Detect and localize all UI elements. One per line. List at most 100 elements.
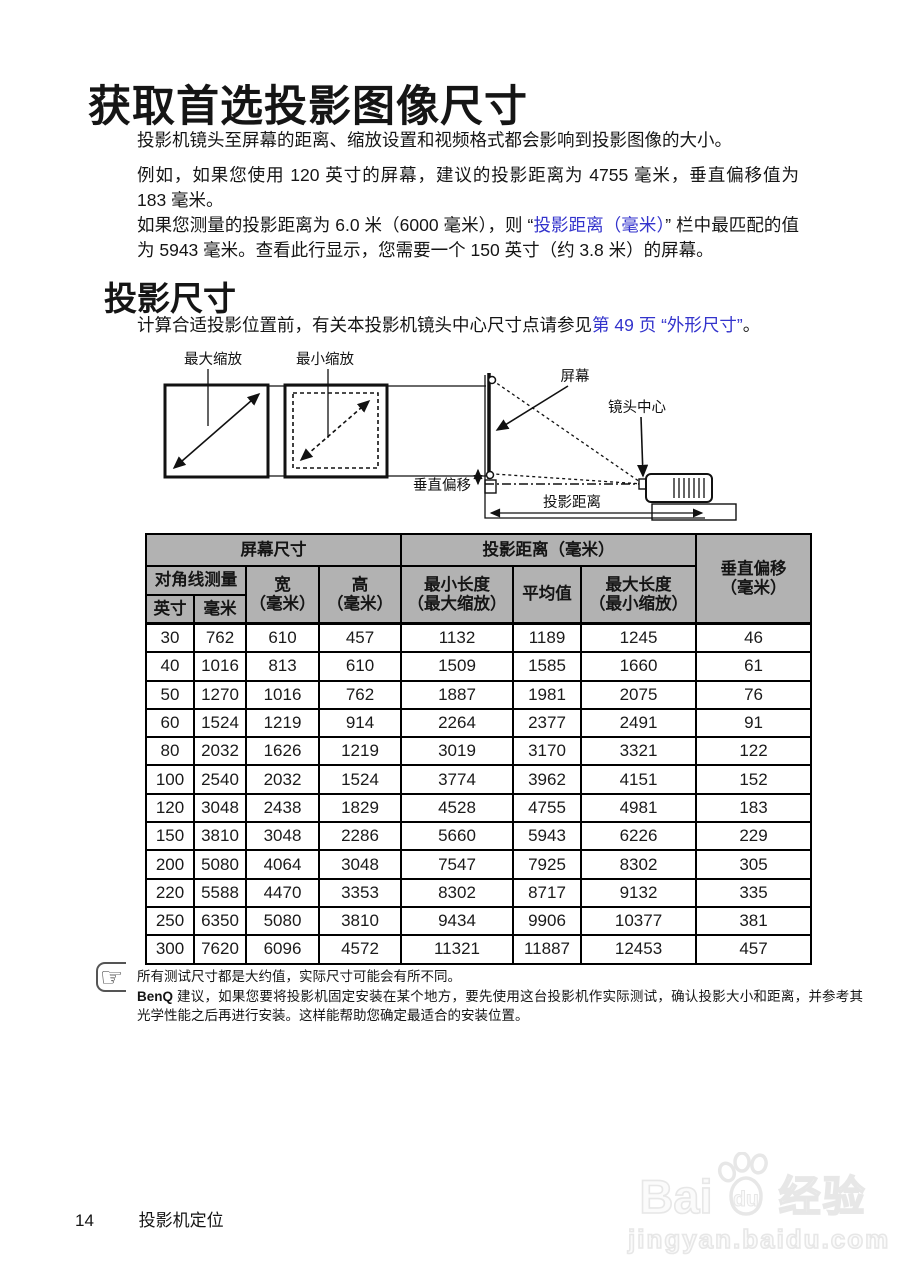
header-inch: 英寸 [145, 594, 195, 625]
min-zoom-diagonal-arrow [299, 399, 371, 462]
lens-center-label: 镜头中心 [608, 398, 666, 416]
screen-label: 屏幕 [561, 368, 590, 385]
table-cell: 229 [695, 821, 813, 852]
table-cell: 8302 [400, 877, 514, 908]
projector-pedestal [651, 503, 737, 521]
table-cell: 3019 [400, 736, 514, 767]
intro-paragraph: 投影机镜头至屏幕的距离、缩放设置和视频格式都会影响到投影图像的大小。 [137, 128, 799, 153]
table-cell: 4470 [245, 877, 320, 908]
table-cell: 2377 [512, 707, 582, 739]
table-cell: 1524 [193, 707, 247, 739]
header-diagonal: 对角线测量 [145, 565, 247, 596]
table-cell: 457 [318, 622, 402, 654]
min-zoom-label: 最小缩放 [296, 351, 354, 368]
table-cell: 1270 [193, 679, 247, 710]
table-cell: 60 [145, 707, 195, 739]
table-row: 80 2032 1626 1219 3019 3170 3321 122 [145, 736, 813, 767]
section-intro-after: 。 [742, 315, 761, 335]
header-average: 平均值 [512, 565, 582, 625]
page-number: 14 [75, 1211, 94, 1230]
table-cell: 1219 [245, 707, 320, 739]
table-cell: 40 [145, 651, 195, 682]
projector-drawing [638, 473, 737, 521]
section-intro-before: 计算合适投影位置前，有关本投影机镜头中心尺寸点请参见 [137, 315, 592, 335]
table-cell: 6096 [245, 934, 320, 965]
table-cell: 9906 [512, 905, 582, 937]
watermark-jingyan-text: 经验 [778, 1173, 867, 1221]
table-cell: 1585 [512, 651, 582, 682]
table-cell: 150 [145, 821, 195, 852]
table-cell: 2540 [193, 764, 247, 795]
table-cell: 1016 [193, 651, 247, 682]
max-zoom-screen-rect [163, 383, 270, 479]
table-row: 40 1016 813 610 1509 1585 1660 61 [145, 651, 813, 682]
table-cell: 11887 [512, 934, 582, 965]
min-zoom-outer-rect [283, 383, 389, 479]
table-cell: 8302 [579, 849, 698, 880]
table-cell: 3170 [512, 736, 582, 767]
table-cell: 2075 [579, 679, 698, 710]
table-cell: 2264 [400, 707, 514, 739]
max-zoom-label: 最大缩放 [184, 351, 242, 368]
screen-top-point [487, 375, 497, 385]
table-cell: 1660 [579, 651, 698, 682]
screen-bottom-point [485, 470, 495, 480]
table-cell: 2032 [245, 764, 320, 795]
table-cell: 4151 [579, 764, 698, 795]
table-cell: 3810 [193, 821, 247, 852]
note-pointing-hand-icon: ☞ [96, 962, 127, 992]
projection-distance-label: 投影距离 [543, 494, 601, 511]
table-cell: 3048 [245, 821, 320, 852]
table-cell: 1829 [318, 792, 402, 824]
table-cell: 61 [695, 651, 813, 682]
watermark-bai-text: Bai [639, 1170, 714, 1223]
table-row: 50 1270 1016 762 1887 1981 2075 76 [145, 679, 813, 710]
baidu-paw-icon: du [717, 1152, 768, 1216]
table-cell: 4064 [245, 849, 320, 880]
note-line1: 所有测试尺寸都是大约值，实际尺寸可能会有所不同。 [137, 969, 461, 984]
page-footer: 14 投影机定位 [75, 1206, 224, 1231]
header-projection-distance: 投影距离（毫米） [399, 533, 698, 567]
baidu-jingyan-watermark: Bai du 经验 jingyan.baidu.com [627, 1152, 891, 1255]
max-zoom-diagonal-arrow [172, 392, 261, 470]
table-cell: 100 [145, 764, 195, 795]
table-cell: 610 [318, 651, 402, 682]
table-cell: 7925 [512, 849, 582, 880]
table-cell: 914 [318, 707, 402, 739]
table-cell: 1887 [400, 679, 514, 710]
table-cell: 3321 [579, 736, 698, 767]
table-header: 屏幕尺寸 投影距离（毫米） 垂直偏移 （毫米） 对角线测量 宽（毫米） 高（毫米）… [145, 533, 813, 625]
table-cell: 200 [145, 849, 195, 880]
watermark-url: jingyan.baidu.com [627, 1223, 891, 1255]
header-vertical-offset: 垂直偏移 （毫米） [695, 533, 813, 625]
table-cell: 762 [318, 679, 402, 710]
measure-text-before: 如果您测量的投影距离为 6.0 米（6000 毫米），则 “ [137, 215, 534, 235]
table-cell: 5588 [193, 877, 247, 908]
dimensions-link[interactable]: “外形尺寸” [661, 315, 743, 335]
table-cell: 9132 [579, 877, 698, 908]
table-cell: 300 [145, 934, 195, 965]
table-row: 300 7620 6096 4572 11321 11887 12453 457 [145, 934, 813, 965]
table-cell: 762 [193, 622, 247, 654]
projection-ray-top [494, 381, 644, 485]
intro-text: 投影机镜头至屏幕的距离、缩放设置和视频格式都会影响到投影图像的大小。 [137, 130, 732, 150]
table-cell: 3048 [193, 792, 247, 824]
screen-base-block [484, 479, 497, 494]
table-cell: 4981 [579, 792, 698, 824]
table-cell: 3353 [318, 877, 402, 908]
table-cell: 2491 [579, 707, 698, 739]
page-49-link[interactable]: 第 49 页 [592, 315, 657, 335]
table-row: 30 762 610 457 1132 1189 1245 46 [145, 622, 813, 654]
table-row: 220 5588 4470 3353 8302 8717 9132 335 [145, 877, 813, 908]
table-row: 250 6350 5080 3810 9434 9906 10377 381 [145, 905, 813, 937]
table-cell: 1245 [579, 622, 698, 654]
table-cell: 9434 [400, 905, 514, 937]
projection-distance-link[interactable]: 投影距离（毫米） [533, 215, 666, 235]
table-cell: 7547 [400, 849, 514, 880]
table-cell: 3774 [400, 764, 514, 795]
table-cell: 2438 [245, 792, 320, 824]
table-cell: 5080 [193, 849, 247, 880]
section-intro: 计算合适投影位置前，有关本投影机镜头中心尺寸点请参见第 49 页 “外形尺寸”。 [137, 313, 837, 338]
vertical-offset-label: 垂直偏移 [413, 477, 471, 494]
projection-diagram: 最大缩放 最小缩放 垂直偏移 屏幕 镜头中心 投影距离 [163, 351, 737, 521]
